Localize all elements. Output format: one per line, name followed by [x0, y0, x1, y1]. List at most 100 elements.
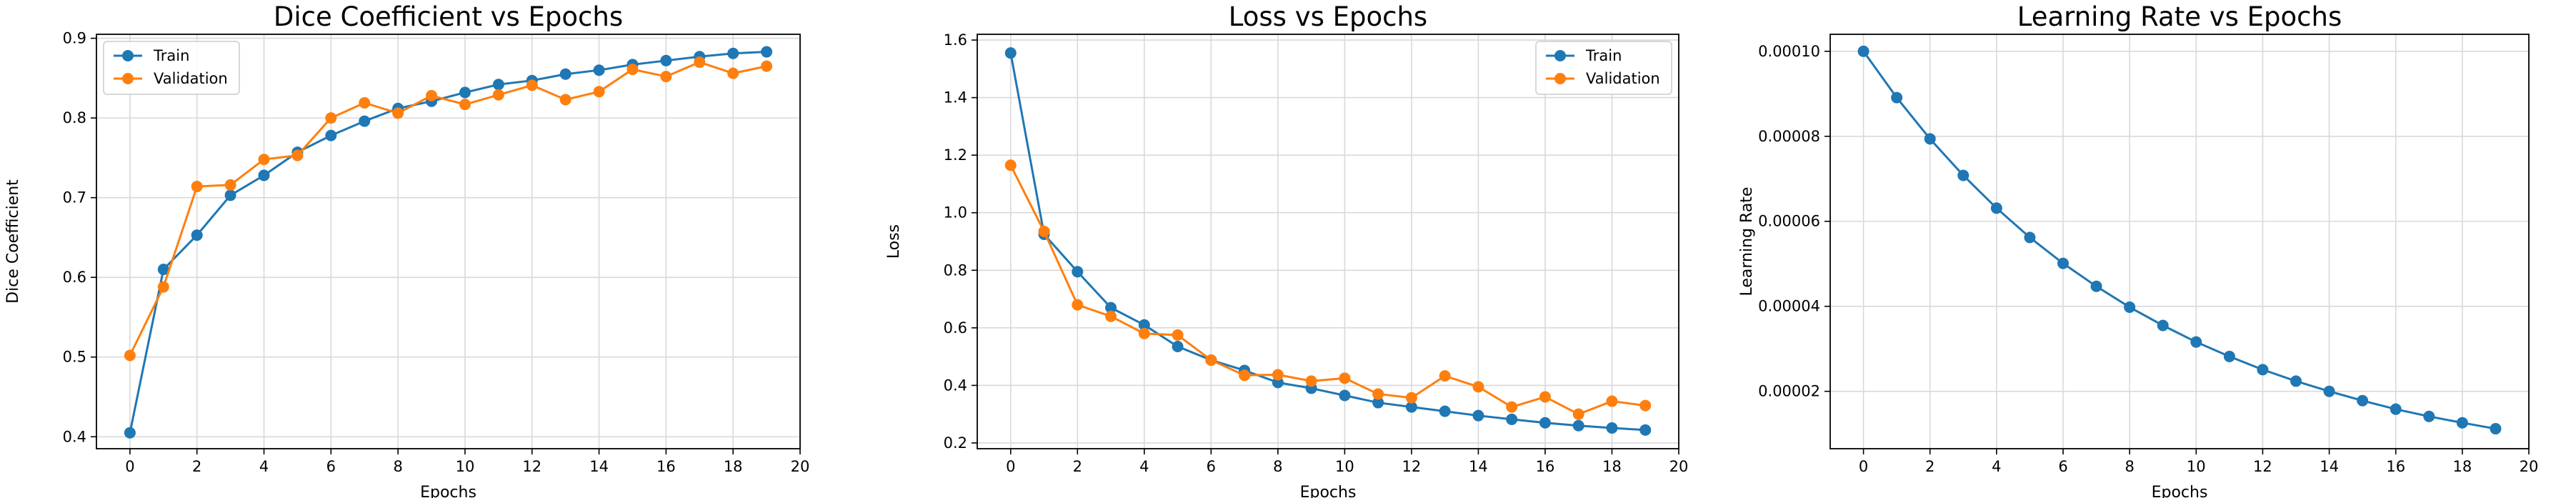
data-point	[1472, 409, 1484, 422]
x-tick-label: 14	[589, 458, 609, 475]
data-point	[157, 264, 169, 276]
y-tick-label: 0.00006	[1758, 213, 1820, 230]
data-point	[1339, 389, 1351, 402]
x-tick-label: 12	[2253, 458, 2272, 475]
x-axis-label: Epochs	[1300, 484, 1357, 498]
data-point	[1105, 302, 1117, 314]
data-point	[258, 154, 270, 166]
data-point	[2090, 280, 2102, 292]
data-point	[1639, 399, 1652, 412]
x-tick-label: 4	[1139, 458, 1149, 475]
data-point	[559, 94, 571, 106]
data-point	[1004, 159, 1017, 171]
legend-label: Validation	[154, 70, 228, 87]
x-tick-label: 10	[456, 458, 475, 475]
data-point	[1072, 299, 1084, 311]
x-tick-label: 2	[192, 458, 201, 475]
y-tick-label: 0.4	[63, 428, 86, 445]
data-point	[1405, 401, 1417, 413]
data-point	[1924, 133, 1936, 145]
data-point	[2157, 319, 2169, 332]
x-tick-label: 16	[657, 458, 676, 475]
x-tick-label: 6	[326, 458, 336, 475]
data-point	[727, 67, 739, 79]
y-axis-label: Loss	[885, 224, 903, 259]
data-point	[1205, 354, 1217, 366]
x-tick-label: 8	[2125, 458, 2134, 475]
y-tick-label: 0.00008	[1758, 128, 1820, 145]
data-point	[2190, 336, 2202, 348]
data-point	[1172, 341, 1184, 353]
y-tick-label: 1.0	[944, 204, 967, 221]
data-point	[1138, 319, 1150, 331]
data-point	[761, 46, 773, 58]
data-point	[1990, 202, 2002, 214]
data-point	[1891, 91, 1903, 104]
chart-panel-2: 0 2 4 6 8 10 12 14 16 18 20 0.2 0.4 0.6 0.8 1.0 1.2 1.4 1.…	[885, 1, 1688, 498]
legend-marker	[122, 50, 134, 61]
data-point	[1038, 225, 1050, 237]
x-axis-label: Epochs	[2152, 484, 2208, 498]
data-point	[1957, 169, 1970, 181]
chart-panel-1: 0 2 4 6 8 10 12 14 16 18 20 0.4 0.5 0.6 0.7 0.8 0.9 Dice …	[4, 1, 809, 498]
data-point	[492, 79, 504, 91]
data-point	[2456, 417, 2468, 429]
data-point	[191, 229, 203, 241]
legend-marker	[122, 73, 134, 84]
data-point	[1606, 422, 1618, 434]
chart-title: Dice Coefficient vs Epochs	[274, 1, 623, 32]
data-point	[727, 47, 739, 59]
y-tick-label: 0.00002	[1758, 383, 1820, 400]
data-point	[1072, 266, 1084, 278]
x-tick-label: 10	[1335, 458, 1354, 475]
data-point	[291, 149, 304, 161]
data-point	[761, 60, 773, 72]
chart-title: Learning Rate vs Epochs	[2017, 1, 2342, 32]
y-tick-label: 0.2	[944, 434, 967, 452]
data-point	[1472, 381, 1484, 393]
data-point	[1138, 327, 1150, 339]
y-tick-label: 1.6	[944, 31, 967, 49]
data-point	[2323, 385, 2335, 397]
data-point	[626, 64, 639, 76]
y-tick-label: 0.5	[63, 349, 86, 366]
data-point	[459, 99, 471, 111]
plot-frame	[977, 34, 1679, 449]
x-tick-label: 14	[1469, 458, 1488, 475]
data-point	[1305, 375, 1317, 387]
y-tick-label: 1.4	[944, 89, 967, 106]
legend-marker	[1554, 73, 1566, 84]
data-point	[157, 281, 169, 293]
data-point	[2124, 301, 2136, 313]
data-point	[2057, 257, 2069, 269]
data-point	[359, 115, 371, 127]
data-point	[224, 189, 236, 201]
data-point	[325, 112, 337, 124]
data-point	[526, 79, 538, 91]
x-tick-label: 4	[259, 458, 269, 475]
data-point	[2423, 410, 2435, 422]
data-point	[2223, 350, 2235, 362]
x-tick-label: 20	[791, 458, 810, 475]
data-point	[1172, 329, 1184, 341]
data-point	[1372, 388, 1384, 400]
x-tick-label: 6	[1207, 458, 1216, 475]
y-tick-label: 0.6	[944, 319, 967, 337]
data-point	[1439, 405, 1451, 417]
x-tick-label: 18	[1602, 458, 1622, 475]
x-tick-label: 2	[1925, 458, 1935, 475]
legend: Train Validation	[103, 41, 240, 95]
y-tick-label: 0.8	[63, 109, 86, 126]
data-point	[392, 107, 404, 119]
legend-label: Validation	[1586, 70, 1660, 87]
data-point	[224, 179, 236, 191]
x-tick-label: 20	[2520, 458, 2539, 475]
x-tick-label: 16	[1536, 458, 1555, 475]
y-tick-label: 0.4	[944, 377, 967, 394]
data-point	[1105, 310, 1117, 322]
data-point	[124, 349, 136, 362]
y-tick-label: 0.00010	[1758, 43, 1820, 60]
series-line-train	[1009, 52, 1646, 432]
data-point	[124, 427, 136, 439]
